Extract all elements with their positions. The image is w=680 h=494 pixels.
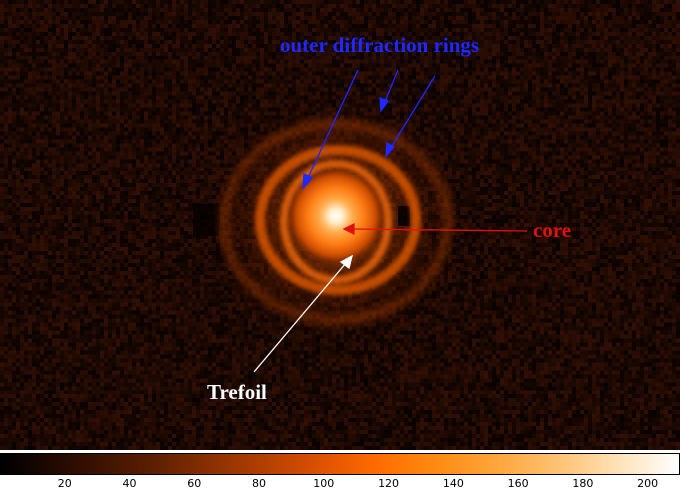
psf-core <box>288 168 384 264</box>
middle-ring <box>255 145 421 295</box>
core-label: core <box>533 218 572 242</box>
colorbar-tick-label: 40 <box>122 477 137 490</box>
colorbar-tick-label: 120 <box>378 477 400 490</box>
colorbar-tick-label: 60 <box>187 477 202 490</box>
colorbar-panel: 20 40 60 80 100 120 140 160 180 200 <box>0 450 680 494</box>
outer-ring <box>219 119 453 325</box>
rings-arrows <box>302 69 436 190</box>
colorbar-tick-label: 140 <box>442 477 464 490</box>
colorbar-tick-label: 20 <box>57 477 72 490</box>
dark-gap-right <box>398 206 410 226</box>
inner-ring <box>280 160 392 284</box>
psf-image: outer diffraction rings core Trefoil <box>0 0 680 450</box>
colorbar-ticks: 20 40 60 80 100 120 140 160 180 200 <box>0 477 680 493</box>
rings-label: outer diffraction rings <box>280 33 480 57</box>
core-arrow <box>342 222 528 236</box>
dark-gap-left <box>193 204 219 236</box>
trefoil-arrow <box>253 254 353 373</box>
colorbar-tick-label: 160 <box>507 477 529 490</box>
colorbar-tick-label: 80 <box>252 477 267 490</box>
trefoil-label: Trefoil <box>207 380 267 404</box>
psf-overlay <box>193 69 528 373</box>
colorbar-tick-label: 180 <box>572 477 594 490</box>
colorbar-tick-label: 200 <box>637 477 659 490</box>
colorbar-tick-label: 100 <box>313 477 335 490</box>
colorbar <box>0 453 680 475</box>
